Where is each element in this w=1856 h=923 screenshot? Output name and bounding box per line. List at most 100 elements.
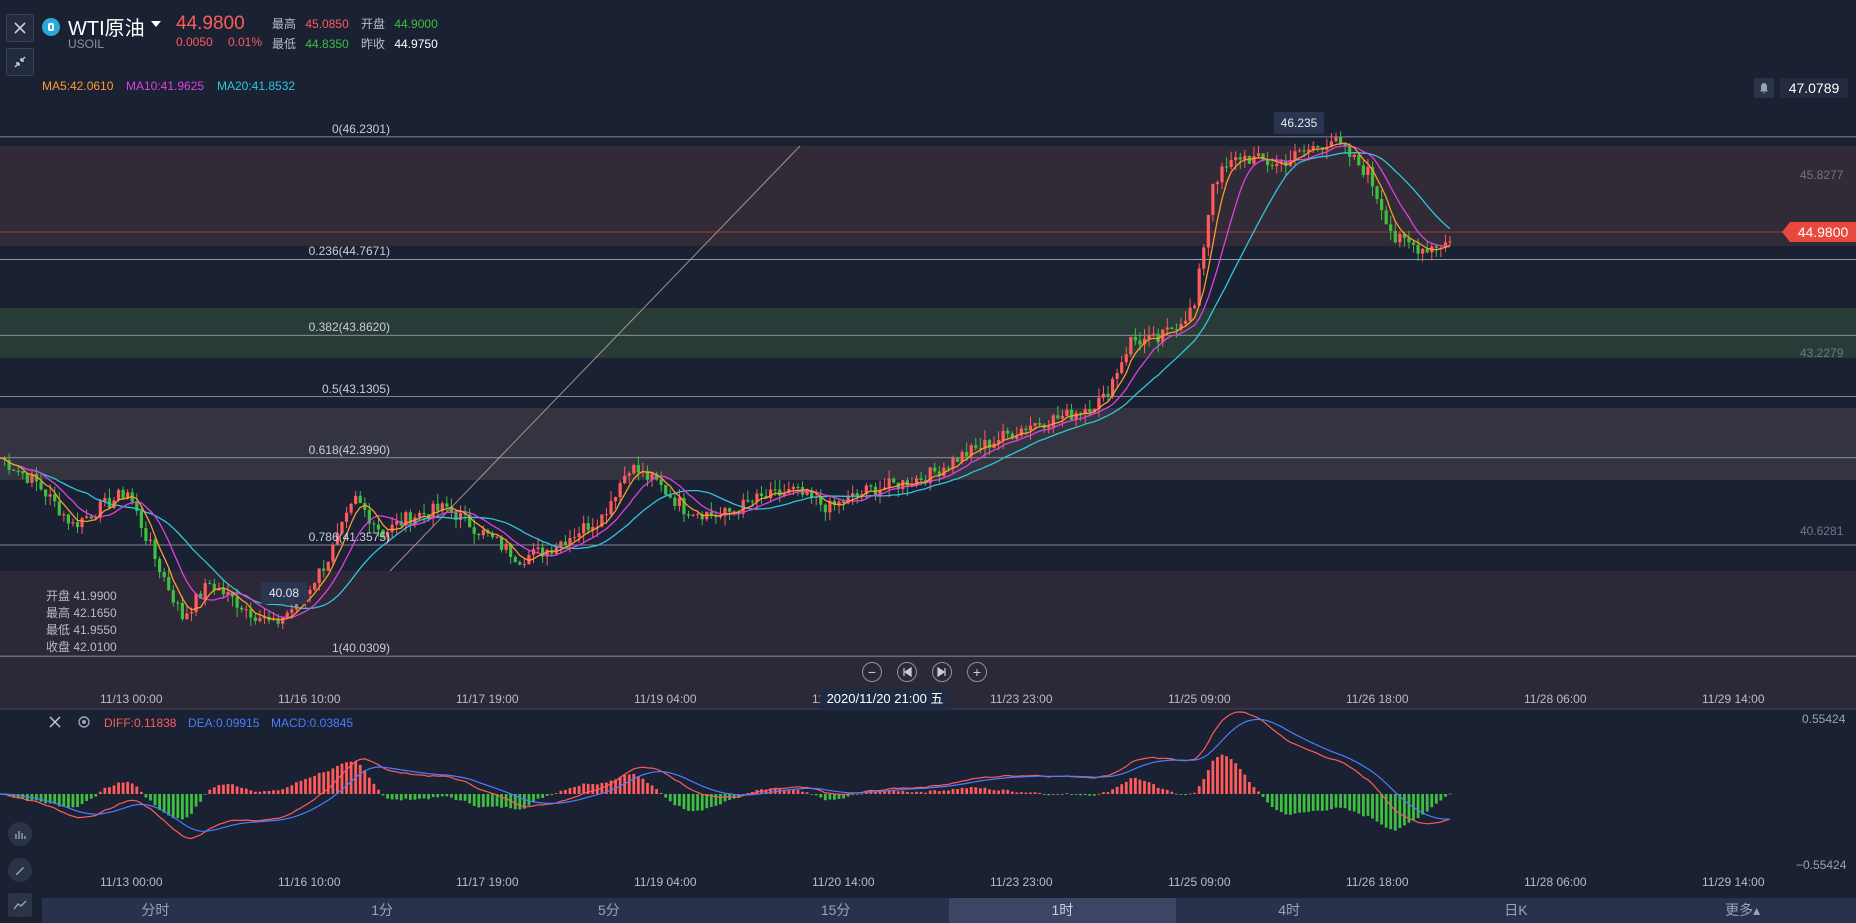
candle-body: [212, 583, 216, 591]
macd-hist-bar: [377, 789, 380, 794]
tab-5min[interactable]: 5分: [597, 902, 620, 918]
chart-type-button[interactable]: [8, 893, 32, 917]
candle-body: [1120, 362, 1124, 374]
candle-body: [1024, 428, 1028, 431]
tab-more[interactable]: 更多▴: [1725, 902, 1761, 918]
candle-body: [48, 494, 52, 497]
candle-body: [782, 493, 786, 496]
macd-hist-bar: [1389, 794, 1393, 830]
macd-x-axis-tick: 11/19 04:00: [634, 875, 697, 889]
candle-body: [244, 609, 248, 611]
macd-hist-bar: [878, 791, 882, 794]
candle-body: [25, 473, 29, 483]
macd-chart[interactable]: [0, 709, 1856, 889]
macd-hist-bar: [554, 793, 558, 794]
macd-hist-bar: [504, 794, 508, 807]
fib-band-0382-05: [0, 308, 1856, 358]
zoom-out-button[interactable]: −: [862, 662, 882, 682]
macd-hist-bar: [1051, 793, 1055, 795]
macd-hist-bar: [586, 783, 590, 794]
macd-hist-bar: [855, 794, 859, 795]
candle-body: [604, 514, 609, 516]
macd-hist-bar: [983, 787, 987, 794]
candle-body: [1006, 430, 1010, 434]
macd-hist-bar: [1325, 794, 1329, 811]
macd-hist-bar: [1179, 794, 1183, 795]
candle-body: [504, 543, 508, 550]
candle-body: [965, 451, 969, 457]
macd-hist-bar: [691, 794, 695, 812]
macd-hist-bar: [513, 794, 517, 810]
macd-hist-bar: [48, 794, 52, 804]
close-button[interactable]: [6, 14, 34, 42]
instrument-name[interactable]: WTI原油: [68, 18, 145, 40]
candle-body: [290, 609, 294, 613]
candle-body: [1448, 241, 1452, 243]
tab-fenshi[interactable]: 分时: [141, 902, 170, 918]
candle-body: [1124, 354, 1128, 363]
candle-body: [344, 512, 349, 522]
macd-hist-bar: [381, 794, 385, 796]
candle-body: [468, 514, 472, 528]
candle-body: [746, 499, 750, 502]
instrument-dropdown-icon[interactable]: [151, 21, 161, 27]
macd-hist-bar: [805, 792, 809, 794]
macd-hist-bar: [272, 790, 275, 794]
macd-hist-bar: [308, 777, 312, 794]
macd-hist-bar: [30, 794, 34, 800]
tab-daily[interactable]: 日K: [1504, 902, 1528, 918]
candle-body: [1380, 199, 1384, 211]
macd-close-button[interactable]: [48, 715, 62, 734]
macd-hist-bar: [1403, 794, 1406, 826]
zoom-in-button[interactable]: +: [967, 662, 987, 682]
macd-hist-bar: [226, 783, 230, 794]
ma20-legend: MA20:41.8532: [217, 79, 296, 93]
macd-hist-bar: [418, 794, 421, 799]
tab-4hour[interactable]: 4时: [1278, 902, 1301, 918]
candle-body: [791, 486, 795, 490]
macd-x-axis-tick: 11/29 14:00: [1702, 875, 1765, 889]
draw-tool-button[interactable]: [8, 858, 32, 882]
collapse-button[interactable]: [6, 48, 34, 76]
candle-body: [1402, 234, 1407, 238]
macd-hist-bar: [928, 790, 932, 794]
ma5-legend: MA5:42.0610: [42, 79, 114, 93]
macd-hist-bar: [664, 794, 668, 798]
candle-body: [696, 514, 700, 516]
macd-hist-bar: [1380, 794, 1384, 825]
candle-body: [1170, 327, 1174, 330]
low-label: 最低: [272, 37, 297, 51]
price-change-pct: 0.01%: [228, 35, 263, 49]
indicator-tool-button[interactable]: [8, 822, 32, 846]
ma10-legend: MA10:41.9625: [126, 79, 205, 93]
macd-hist-bar: [53, 794, 57, 805]
candle-body: [30, 473, 34, 483]
x-axis-tick: 11/19 04:00: [634, 692, 697, 706]
candle-body: [1370, 167, 1375, 187]
candle-body: [1366, 167, 1370, 175]
macd-settings-button[interactable]: [77, 715, 91, 734]
jump-end-button[interactable]: [932, 662, 952, 682]
macd-hist-bar: [1019, 792, 1023, 794]
macd-hist-bar: [491, 794, 494, 807]
price-alert-button[interactable]: [1754, 78, 1774, 98]
macd-hist-bar: [1279, 794, 1283, 813]
candle-body: [1215, 182, 1220, 184]
macd-hist-bar: [796, 789, 800, 794]
macd-hist-bar: [1261, 794, 1265, 797]
macd-hist-bar: [960, 787, 964, 794]
candle-body: [796, 486, 800, 488]
tab-1hour[interactable]: 1时: [949, 898, 1176, 923]
tab-15min[interactable]: 15分: [820, 902, 851, 918]
macd-hist-bar: [1124, 781, 1128, 794]
fib-band-0618-0786: [0, 408, 1856, 480]
tab-1min[interactable]: 1分: [371, 902, 394, 918]
macd-hist-bar: [1133, 777, 1137, 794]
macd-hist-bar: [782, 789, 786, 794]
macd-hist-bar: [317, 772, 321, 794]
candle-body: [600, 514, 604, 527]
jump-start-button[interactable]: [897, 662, 917, 682]
prevclose-stat: 昨收 44.9750: [361, 35, 438, 52]
prevclose-value: 44.9750: [394, 37, 438, 51]
